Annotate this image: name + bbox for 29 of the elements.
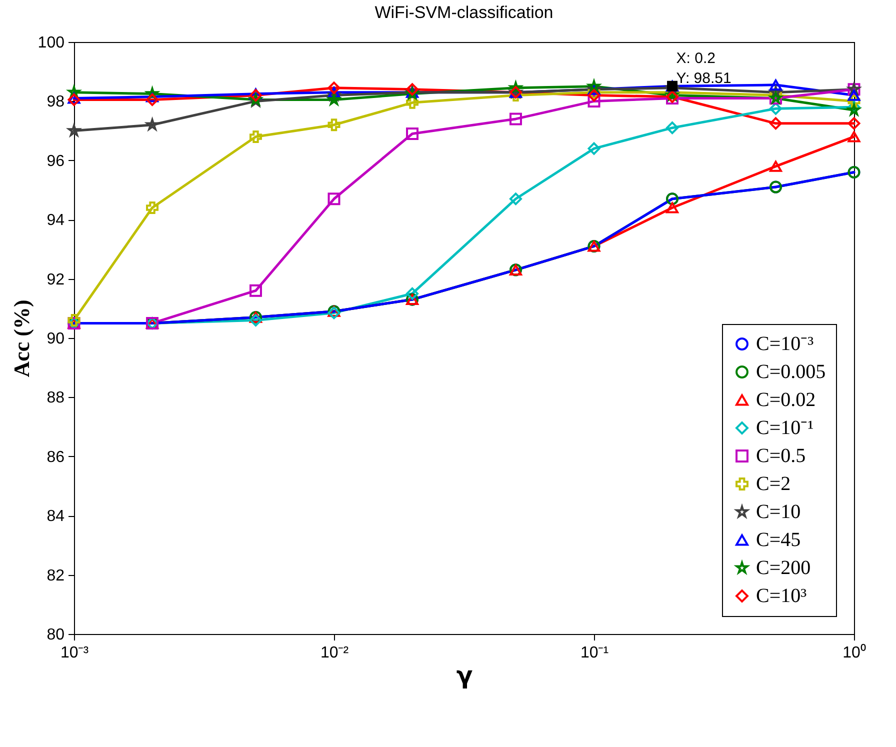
y-tick-label: 90 xyxy=(46,330,65,348)
y-axis-title: Acc (%) xyxy=(8,300,34,378)
y-tick-label: 86 xyxy=(46,448,65,466)
y-tick-label: 80 xyxy=(46,626,65,644)
legend-label: C=10 xyxy=(756,501,801,523)
y-tick-label: 98 xyxy=(46,94,65,111)
y-tick-label: 96 xyxy=(46,152,65,170)
y-tick-label: 82 xyxy=(46,567,65,584)
x-tick-label: 10⁻³ xyxy=(60,644,90,662)
legend-label: C=10³ xyxy=(756,585,807,607)
x-tick-label: 10⁰ xyxy=(842,644,866,662)
x-tick-label: 10⁻¹ xyxy=(580,644,609,662)
legend-label: C=200 xyxy=(756,557,811,579)
chart-title: WiFi-SVM-classification xyxy=(374,3,554,22)
legend-label: C=0.02 xyxy=(756,389,816,411)
legend-label: C=0.5 xyxy=(756,445,806,467)
y-tick-label: 92 xyxy=(46,271,65,288)
y-tick-label: 100 xyxy=(38,34,65,52)
legend-label: C=0.005 xyxy=(756,361,826,383)
y-tick-label: 84 xyxy=(46,508,65,526)
legend-label: C=10⁻¹ xyxy=(756,417,814,439)
y-tick-label: 88 xyxy=(46,390,65,407)
annotation: X: 0.2 Y: 98.51 xyxy=(676,50,732,88)
legend-label: C=10⁻³ xyxy=(756,333,814,355)
legend-label: C=45 xyxy=(756,529,801,551)
x-axis-title: γ xyxy=(456,662,473,690)
y-tick-label: 94 xyxy=(46,212,65,230)
legend-label: C=2 xyxy=(756,473,791,495)
x-tick-label: 10⁻² xyxy=(320,644,350,662)
